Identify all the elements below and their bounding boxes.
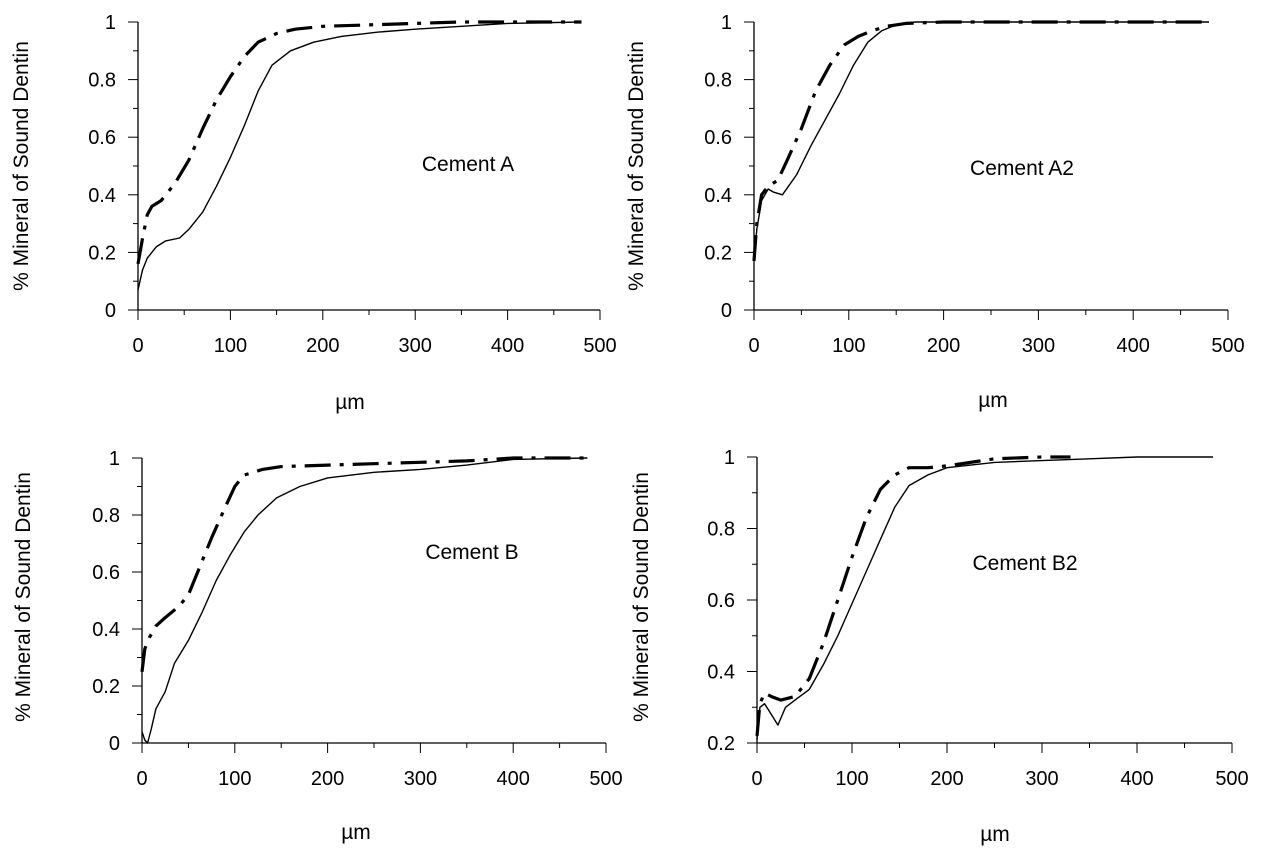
y-tick-label: 1 xyxy=(105,12,116,34)
y-tick-label: 0.2 xyxy=(88,242,116,264)
x-tick-label: 500 xyxy=(1215,768,1248,790)
panel-annotation: Cement B2 xyxy=(972,552,1077,575)
y-tick-label: 1 xyxy=(109,448,120,470)
x-tick-label: 500 xyxy=(589,768,622,790)
x-tick-label: 200 xyxy=(306,335,339,357)
series-dash-dot-line xyxy=(140,456,588,672)
y-tick-label: 0.4 xyxy=(88,185,116,207)
x-tick-label: 100 xyxy=(218,768,251,790)
y-tick-label: 1 xyxy=(724,447,735,469)
x-tick-label: 400 xyxy=(1117,335,1150,357)
y-tick-label: 0.2 xyxy=(92,676,120,698)
panel-annotation: Cement B xyxy=(425,541,518,564)
x-tick-label: 400 xyxy=(497,768,530,790)
x-tick-label: 100 xyxy=(214,335,247,357)
y-tick-label: 0 xyxy=(721,300,732,322)
x-tick-label: 400 xyxy=(491,335,524,357)
x-axis-title: µm xyxy=(978,389,1008,412)
chart-panel-1: 0 0.2 0.4 0.6 0.8 1 0 100 200 300 400 500 µm % Minera… xyxy=(10,12,617,414)
y-tick-label: 0.4 xyxy=(92,619,120,641)
x-tick-label: 100 xyxy=(835,768,868,790)
x-tick-label: 0 xyxy=(748,335,759,357)
series-solid-line xyxy=(141,457,588,744)
y-tick-label: 0.6 xyxy=(92,562,120,584)
x-tick-label: 0 xyxy=(751,768,762,790)
x-tick-label: 200 xyxy=(930,768,963,790)
series-solid-line xyxy=(137,21,582,290)
y-tick-label: 0.4 xyxy=(707,662,735,684)
y-tick-label: 0.2 xyxy=(704,242,732,264)
y-axis-title: % Mineral of Sound Dentin xyxy=(630,472,653,722)
chart-panel-3: 0 0.2 0.4 0.6 0.8 1 0 100 200 300 400 500 µm % Minera… xyxy=(12,448,623,844)
x-tick-label: 300 xyxy=(404,768,437,790)
series-dash-dot-line xyxy=(136,20,582,265)
y-tick-label: 0 xyxy=(105,300,116,322)
y-tick-label: 0.4 xyxy=(704,185,732,207)
y-axis-title: % Mineral of Sound Dentin xyxy=(12,472,35,722)
x-tick-label: 500 xyxy=(1211,335,1244,357)
x-tick-label: 200 xyxy=(311,768,344,790)
y-tick-label: 0.6 xyxy=(704,127,732,149)
panel-annotation: Cement A2 xyxy=(970,157,1074,180)
y-tick-label: 0 xyxy=(109,733,120,755)
y-tick-label: 0.8 xyxy=(704,70,732,92)
y-tick-label: 0.2 xyxy=(707,733,735,755)
y-tick-label: 0.8 xyxy=(92,505,120,527)
x-axis-title: µm xyxy=(341,821,371,844)
series-solid-line xyxy=(753,21,1209,262)
y-axis-title: % Mineral of Sound Dentin xyxy=(10,41,33,291)
x-tick-label: 300 xyxy=(399,335,432,357)
x-tick-label: 500 xyxy=(583,335,616,357)
x-tick-label: 100 xyxy=(832,335,865,357)
x-axis-title: µm xyxy=(980,823,1010,846)
series-dash-dot-line xyxy=(752,20,1209,262)
chart-panel-2: 0 0.2 0.4 0.6 0.8 1 0 100 200 300 400 500 µm % Minera… xyxy=(625,12,1245,412)
y-tick-label: 0.8 xyxy=(88,70,116,92)
x-tick-label: 300 xyxy=(1025,768,1058,790)
x-tick-label: 0 xyxy=(136,768,147,790)
x-axis-title: µm xyxy=(335,391,365,414)
y-tick-label: 0.6 xyxy=(88,127,116,149)
x-tick-label: 200 xyxy=(927,335,960,357)
x-tick-label: 400 xyxy=(1120,768,1153,790)
y-tick-label: 0.6 xyxy=(707,590,735,612)
series-dash-dot-line xyxy=(755,455,1071,737)
y-tick-label: 0.8 xyxy=(707,519,735,541)
chart-panel-4: 0.2 0.4 0.6 0.8 1 0 100 200 300 400 500 µm % Mineral… xyxy=(630,447,1249,846)
x-tick-label: 0 xyxy=(132,335,143,357)
x-tick-label: 300 xyxy=(1022,335,1055,357)
series-solid-line xyxy=(756,456,1213,740)
y-axis-title: % Mineral of Sound Dentin xyxy=(625,41,648,291)
panel-annotation: Cement A xyxy=(422,153,514,176)
y-tick-label: 1 xyxy=(721,12,732,34)
